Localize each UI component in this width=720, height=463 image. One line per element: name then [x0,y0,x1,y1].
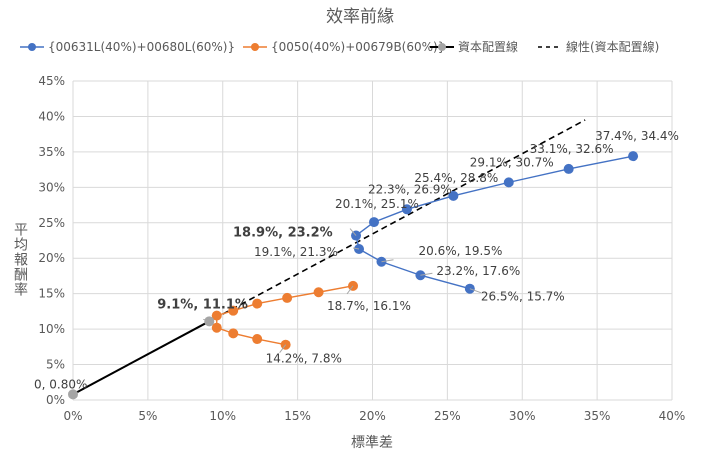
legend-entry: {0050(40%)+00679B(60%)} [271,40,445,54]
blue-series-data-label: 33.1%, 32.6% [530,142,614,156]
blue-series-point [563,163,574,174]
plot-area: 26.5%, 15.7% 23.2%, 17.6% 20.6%, 19.5% 19.1… [34,119,679,400]
orange-series-point [252,298,263,309]
y-tick-label: 0% [46,393,65,407]
legend: {00631L(40%)+00680L(60%)} {0050(40%)+0067… [20,39,659,54]
capital-allocation-line [72,320,210,396]
y-tick-label: 5% [46,358,65,372]
label-leader-line [352,247,360,250]
blue-series-data-label: 19.1%, 21.3% [254,245,338,259]
y-tick-label: 45% [38,74,65,88]
y-tick-label: 25% [38,216,65,230]
blue-series-data-label: 20.1%, 25.1% [335,197,419,211]
x-tick-label: 0% [63,409,82,423]
blue-series-data-label: 20.6%, 19.5% [418,244,502,258]
y-tick-label: 10% [38,322,65,336]
axes: 0% 5% 10% 15% 20% 25% 30% 35% 40% 0% 5% 10% 15% 20% 25… [38,74,685,423]
orange-series-data-label: 14.2%, 7.8% [266,352,342,366]
blue-series-data-label: 25.4%, 28.8% [414,171,498,185]
legend-swatch-marker [28,43,36,51]
legend-swatch-marker [251,43,259,51]
x-tick-label: 35% [584,409,611,423]
x-tick-label: 20% [359,409,386,423]
blue-series-data-label: 29.1%, 30.7% [470,155,554,169]
label-leader-line [349,228,357,236]
chart-title: 效率前緣 [326,7,394,27]
capital-allocation-point [68,389,78,400]
blue-series-data-label: 26.5%, 15.7% [481,290,565,304]
legend-entry: {00631L(40%)+00680L(60%)} [48,40,235,54]
blue-series-point [401,204,412,215]
orange-series-point [252,334,263,345]
blue-series-point [628,151,639,162]
orange-series-point [313,287,324,298]
orange-series-point [228,305,239,316]
label-leader-line [346,285,354,295]
x-tick-label: 30% [509,409,536,423]
label-leader-line [203,318,210,322]
blue-series-data-label: 37.4%, 34.4% [595,129,679,143]
blue-series-data-label: 23.2%, 17.6% [436,264,520,278]
orange-series-point [211,310,222,321]
trendline-capital-allocation [72,119,586,396]
label-leader-line [469,288,482,294]
y-tick-label: 20% [38,251,65,265]
orange-series-point [228,328,239,339]
label-leader-line [381,259,394,263]
label-leader-line [420,272,433,276]
blue-series-point [503,177,514,188]
orange-series-point [282,292,293,303]
y-tick-label: 40% [38,109,65,123]
y-tick-label: 35% [38,145,65,159]
x-tick-label: 15% [284,409,311,423]
label-leader-line [279,344,287,354]
orange-series-data-label: 18.7%, 16.1% [327,299,411,313]
capital-allocation-data-label: 0, 0.80% [34,377,87,391]
orange-series-line [216,285,354,346]
x-axis-label: 標準差 [351,435,393,451]
capital-allocation-data-label: 9.1%, 11.1% [157,297,248,312]
blue-series-point [368,217,379,228]
legend-entry: 線性(資本配置線) [566,39,659,54]
y-tick-label: 30% [38,180,65,194]
orange-series-point [211,322,222,333]
blue-series-data-label: 22.3%, 26.9% [368,182,452,196]
y-tick-label: 15% [38,287,65,301]
blue-series-data-label: 18.9%, 23.2% [233,226,333,241]
legend-entry: 資本配置線 [458,39,518,54]
x-tick-label: 10% [209,409,236,423]
x-tick-label: 40% [659,409,686,423]
legend-swatch-marker [438,43,446,51]
blue-series-point [448,190,459,201]
x-tick-label: 5% [138,409,157,423]
x-tick-label: 25% [434,409,461,423]
gridlines [72,80,673,401]
y-axis-label: 平均報酬率 [12,222,28,297]
